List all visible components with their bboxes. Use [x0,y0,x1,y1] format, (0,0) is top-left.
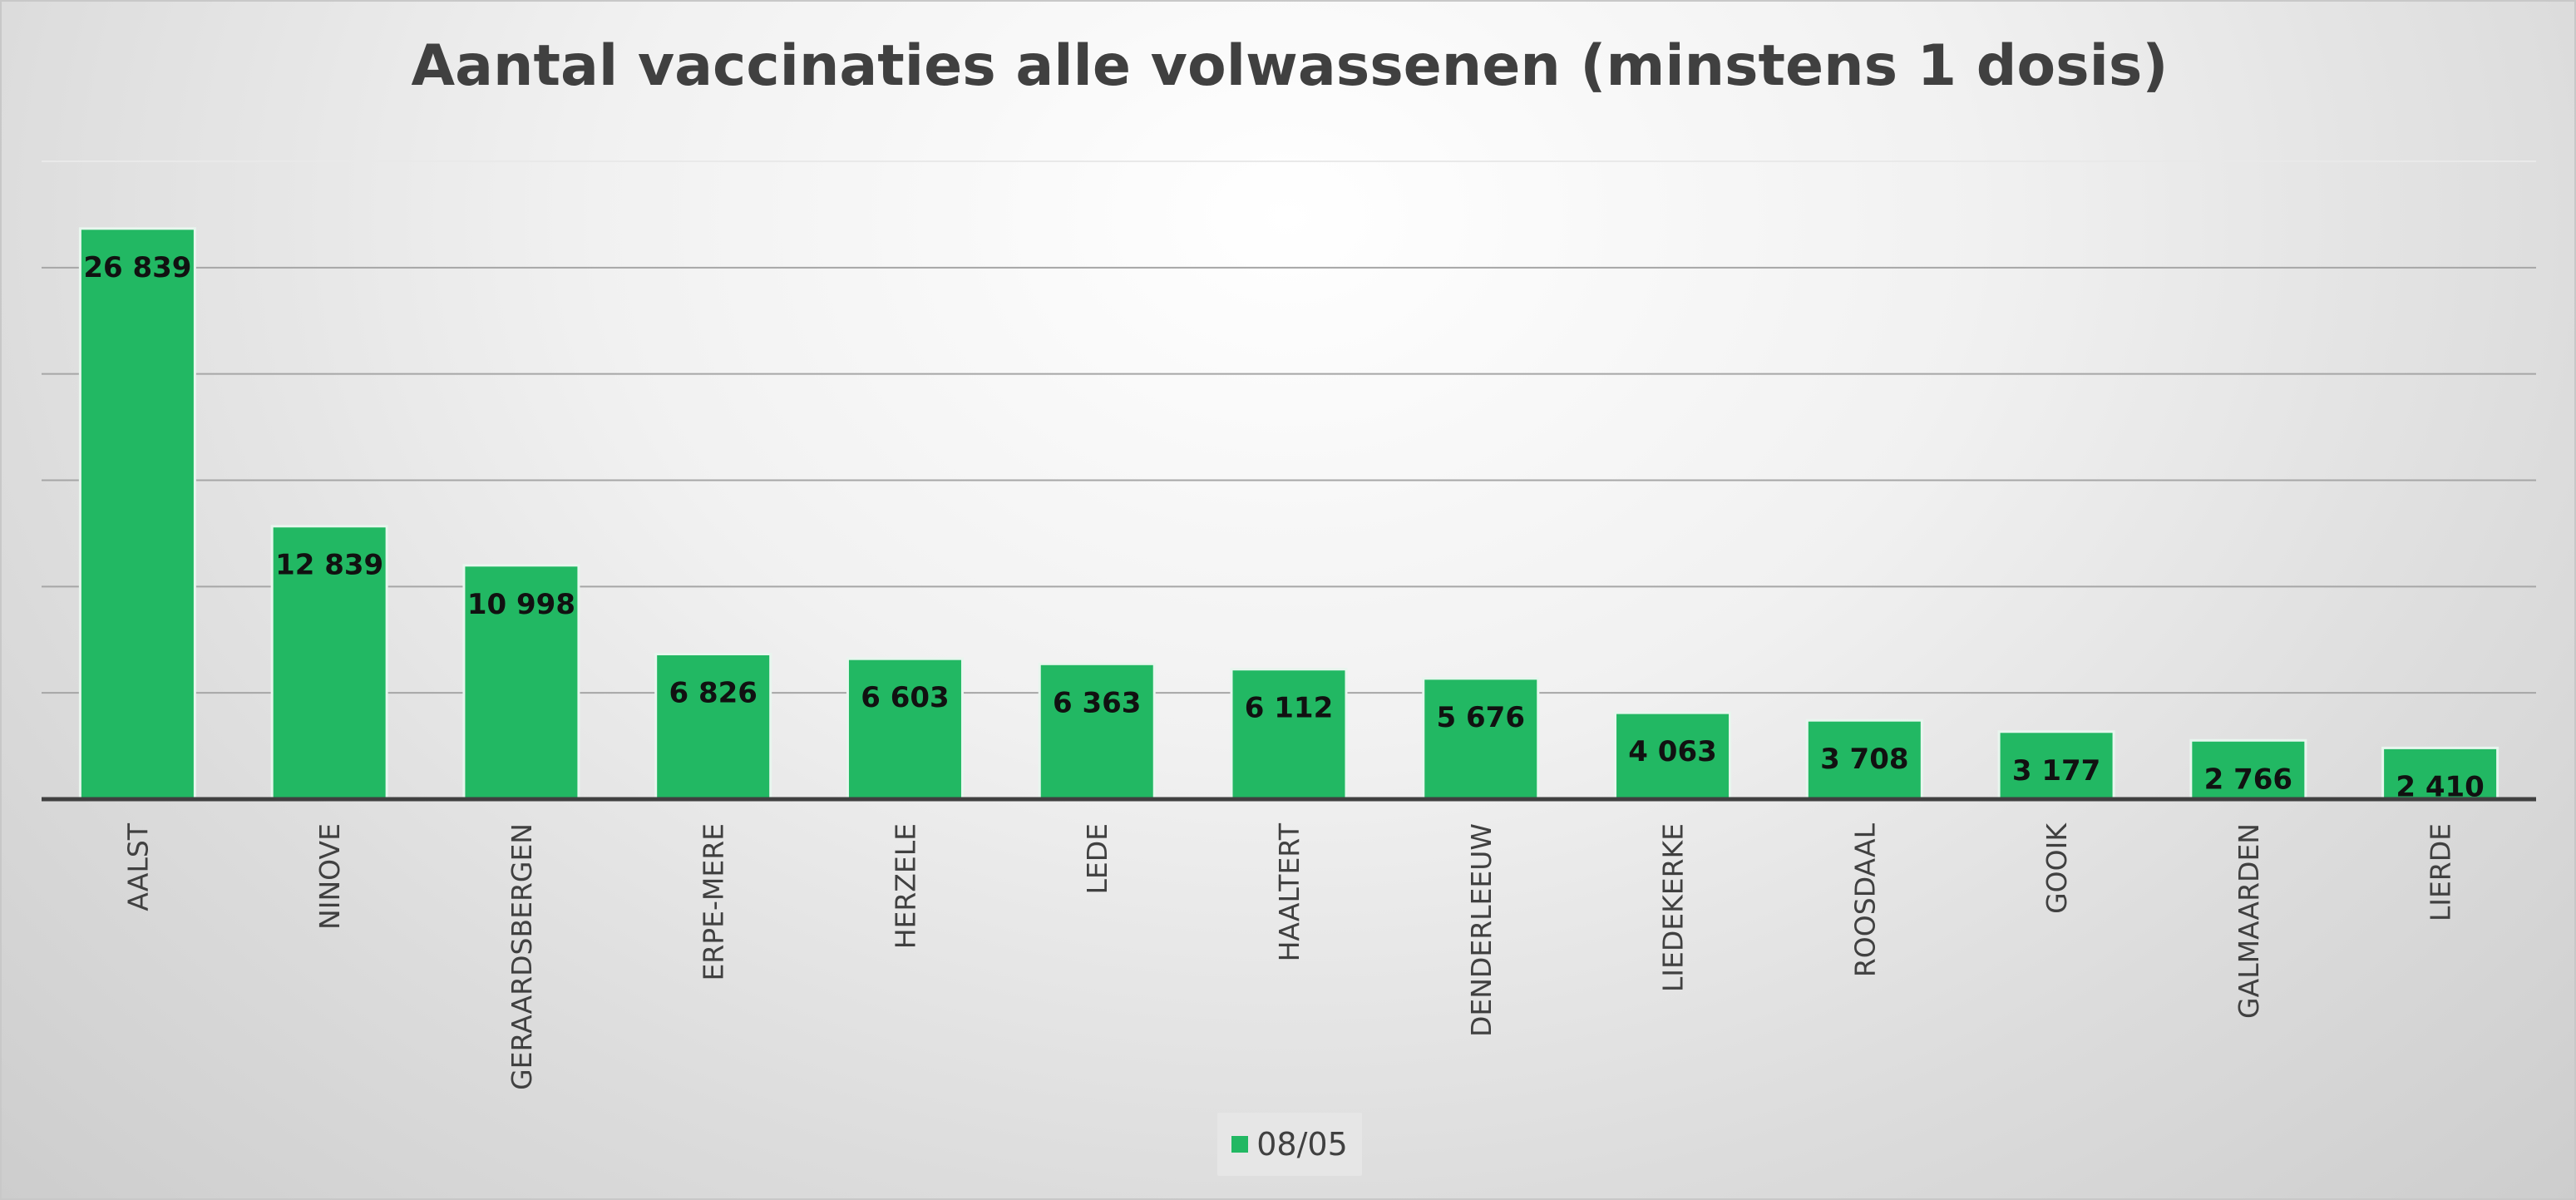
bar [270,525,388,801]
chart-title: Aantal vaccinaties alle volwassenen (min… [411,33,2169,99]
data-label: 6 826 [669,676,757,709]
data-label: 2 766 [2204,763,2292,796]
category-label: LIEDEKERKE [1657,823,1690,992]
category-label: LEDE [1081,823,1113,895]
category-label: GERAARDSBERGEN [506,823,538,1090]
bar [1422,677,1540,801]
data-label: 5 676 [1437,701,1525,734]
category-label: AALST [121,822,154,911]
data-label: 6 363 [1053,686,1141,719]
bar [1230,668,1348,801]
data-label: 6 112 [1245,692,1333,725]
category-label: DENDERLEEUW [1465,823,1498,1037]
category-label: NINOVE [313,823,346,930]
legend-swatch [1231,1136,1249,1153]
bar [2189,738,2307,801]
bar [78,227,196,801]
bar [1805,719,1923,801]
data-label: 4 063 [1628,735,1716,768]
category-label: HAALTERT [1273,822,1305,961]
bar [846,657,964,801]
data-label: 6 603 [861,681,949,714]
legend[interactable]: 08/05 [1217,1113,1362,1176]
category-label: LIERDE [2425,823,2457,921]
category-label: ERPE-MERE [698,823,730,981]
data-label: 12 839 [275,549,383,582]
bar [1997,730,2115,801]
legend-label: 08/05 [1256,1126,1348,1163]
data-label: 26 839 [83,251,191,284]
bar [1614,711,1732,801]
data-label: 3 177 [2012,754,2100,788]
category-label: HERZELE [889,823,921,949]
bar [1038,662,1156,801]
category-label: ROOSDAAL [1848,822,1881,977]
data-label: 10 998 [467,588,575,621]
data-label: 3 708 [1820,743,1908,776]
category-label: GALMAARDEN [2233,823,2265,1019]
category-label: GOOIK [2041,822,2073,914]
bar [462,564,580,801]
